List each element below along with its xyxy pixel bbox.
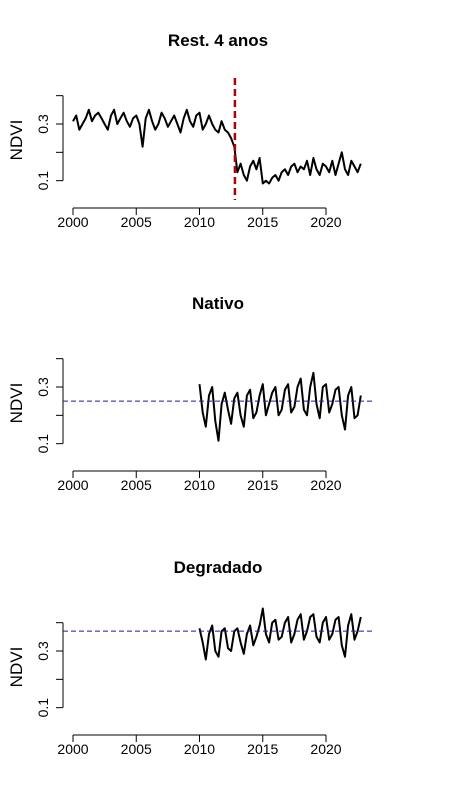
x-tick-label: 2005 bbox=[121, 477, 152, 493]
y-tick-label: 0.1 bbox=[35, 434, 51, 454]
ndvi-series-line bbox=[198, 607, 362, 661]
y-tick-label: 0.1 bbox=[35, 698, 51, 718]
x-tick-label: 2000 bbox=[57, 214, 88, 230]
x-tick-label: 2005 bbox=[121, 741, 152, 757]
ndvi-series-line bbox=[198, 371, 362, 442]
x-tick-label: 2020 bbox=[310, 741, 341, 757]
y-tick-label: 0.3 bbox=[35, 377, 51, 397]
x-tick-label: 2015 bbox=[247, 214, 278, 230]
chart-title: Nativo bbox=[192, 294, 244, 313]
x-tick-label: 2010 bbox=[184, 214, 215, 230]
chart-title: Degradado bbox=[174, 558, 263, 577]
x-tick-label: 2010 bbox=[184, 477, 215, 493]
y-axis-label: NDVI bbox=[7, 383, 26, 424]
y-tick-label: 0.1 bbox=[35, 171, 51, 191]
chart-panel-3: Degradado NDVI 0.1 0.3 2000 2005 2010 2015 2020 bbox=[7, 558, 372, 757]
chart-panel-1: Rest. 4 anos NDVI 0.1 0.3 2000 2005 2010 2015 20… bbox=[7, 31, 362, 230]
ndvi-series-line bbox=[72, 108, 362, 185]
x-tick-label: 2015 bbox=[247, 477, 278, 493]
x-tick-label: 2010 bbox=[184, 741, 215, 757]
chart-title: Rest. 4 anos bbox=[168, 31, 268, 50]
y-axis-label: NDVI bbox=[7, 647, 26, 688]
x-tick-label: 2000 bbox=[57, 477, 88, 493]
x-tick-label: 2005 bbox=[121, 214, 152, 230]
y-tick-label: 0.3 bbox=[35, 114, 51, 134]
x-tick-label: 2020 bbox=[310, 477, 341, 493]
x-tick-label: 2000 bbox=[57, 741, 88, 757]
y-axis-label: NDVI bbox=[7, 120, 26, 161]
chart-panel-2: Nativo NDVI 0.1 0.3 2000 2005 2010 2015 2020 bbox=[7, 294, 372, 493]
y-tick-label: 0.3 bbox=[35, 641, 51, 661]
x-tick-label: 2020 bbox=[310, 214, 341, 230]
x-tick-label: 2015 bbox=[247, 741, 278, 757]
